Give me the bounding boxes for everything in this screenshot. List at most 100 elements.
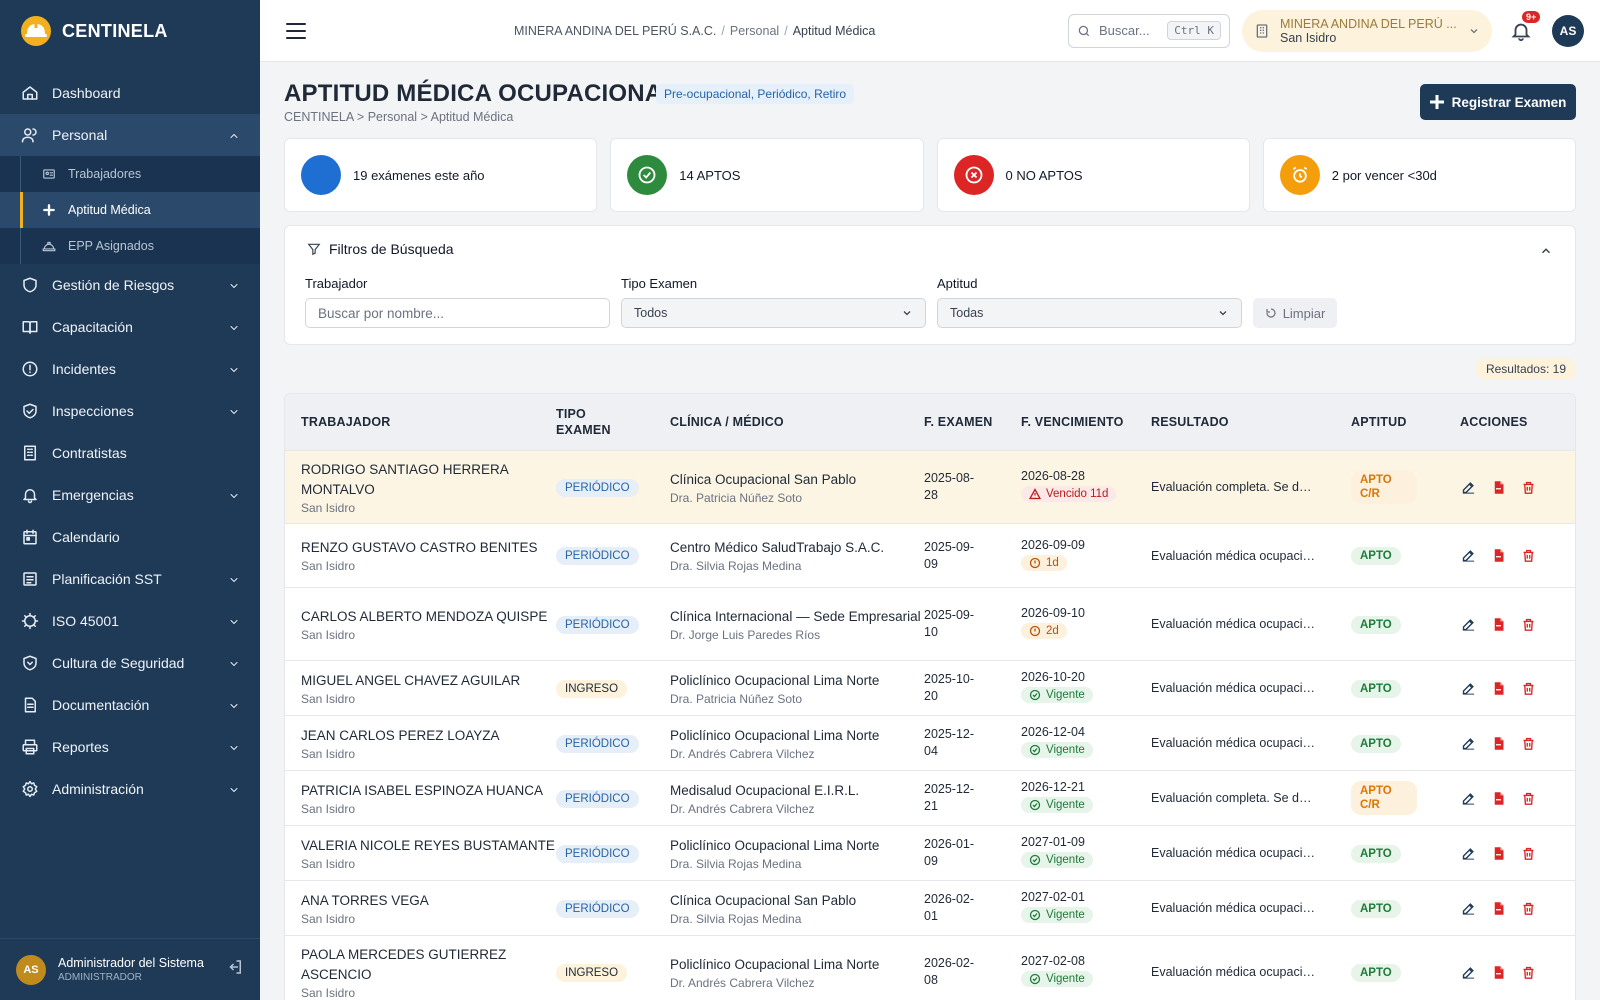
sidebar-item-incidentes[interactable]: Incidentes: [0, 348, 260, 390]
delete-icon[interactable]: [1520, 479, 1536, 495]
pdf-icon[interactable]: [1490, 680, 1506, 696]
sidebar-item-documentacion[interactable]: Documentación: [0, 684, 260, 726]
chevron-up-icon[interactable]: [1539, 244, 1553, 258]
table-row[interactable]: RODRIGO SANTIAGO HERRERA MONTALVO San Is…: [285, 450, 1575, 523]
filters-header[interactable]: Filtros de Búsqueda: [307, 241, 454, 257]
worker-search-input[interactable]: Buscar por nombre...: [305, 298, 610, 328]
stat-text: 19 exámenes este año: [353, 167, 485, 183]
pdf-icon[interactable]: [1490, 616, 1506, 632]
chevron-down-icon: [228, 489, 240, 501]
aptitude-label: Aptitud: [937, 276, 978, 291]
pdf-icon[interactable]: [1490, 479, 1506, 495]
pdf-icon[interactable]: [1490, 548, 1506, 564]
sidebar-item-gestion-de-riesgos[interactable]: Gestión de Riesgos: [0, 264, 260, 306]
aptitude-select[interactable]: Todas: [937, 298, 1242, 328]
delete-icon[interactable]: [1520, 548, 1536, 564]
doctor-name: Dra. Silvia Rojas Medina: [670, 559, 802, 573]
register-exam-button[interactable]: Registrar Examen: [1420, 84, 1576, 120]
breadcrumb-item[interactable]: MINERA ANDINA DEL PERÚ S.A.C.: [514, 23, 717, 38]
pdf-icon[interactable]: [1490, 735, 1506, 751]
brand[interactable]: CENTINELA: [0, 0, 260, 62]
breadcrumb-current: Aptitud Médica: [792, 23, 876, 38]
table-row[interactable]: CARLOS ALBERTO MENDOZA QUISPE San Isidro…: [285, 587, 1575, 660]
sidebar-subitem-epp-asignados[interactable]: EPP Asignados: [0, 228, 260, 264]
worker-name[interactable]: RODRIGO SANTIAGO HERRERA MONTALVO: [301, 461, 509, 497]
clear-filters-button[interactable]: Limpiar: [1253, 298, 1337, 328]
logout-icon[interactable]: [226, 958, 244, 981]
column-header[interactable]: TRABAJADOR: [301, 415, 391, 429]
pdf-icon[interactable]: [1490, 964, 1506, 980]
delete-icon[interactable]: [1520, 735, 1536, 751]
edit-icon[interactable]: [1460, 735, 1476, 751]
column-header[interactable]: F. EXAMEN: [924, 415, 993, 429]
worker-name[interactable]: VALERIA NICOLE REYES BUSTAMANTE: [301, 837, 555, 853]
avatar[interactable]: AS: [16, 954, 46, 985]
company-selector[interactable]: MINERA ANDINA DEL PERÚ ... San Isidro: [1242, 9, 1492, 52]
edit-icon[interactable]: [1460, 900, 1476, 916]
notifications-bell-icon[interactable]: [1510, 20, 1532, 42]
alert-circle-icon: [20, 359, 40, 379]
worker-name[interactable]: PAOLA MERCEDES GUTIERREZ ASCENCIO: [301, 946, 507, 982]
sidebar-item-iso-45001[interactable]: ISO 45001: [0, 600, 260, 642]
delete-icon[interactable]: [1520, 790, 1536, 806]
table-row[interactable]: VALERIA NICOLE REYES BUSTAMANTE San Isid…: [285, 825, 1575, 880]
column-header[interactable]: APTITUD: [1351, 415, 1407, 429]
chevron-down-icon: [228, 405, 240, 417]
sidebar-item-calendario[interactable]: Calendario: [0, 516, 260, 558]
edit-icon[interactable]: [1460, 680, 1476, 696]
worker-name[interactable]: MIGUEL ANGEL CHAVEZ AGUILAR: [301, 672, 521, 688]
sidebar-item-planificacion-sst[interactable]: Planificación SST: [0, 558, 260, 600]
breadcrumb-item[interactable]: Personal: [729, 23, 780, 38]
edit-icon[interactable]: [1460, 479, 1476, 495]
sidebar-item-personal[interactable]: Personal: [0, 114, 260, 156]
edit-icon[interactable]: [1460, 964, 1476, 980]
edit-icon[interactable]: [1460, 845, 1476, 861]
search-shortcut: Ctrl K: [1167, 21, 1221, 40]
sidebar-subitem-aptitud-medica[interactable]: Aptitud Médica: [0, 192, 260, 228]
sidebar-subitem-trabajadores[interactable]: Trabajadores: [0, 156, 260, 192]
worker-name[interactable]: PATRICIA ISABEL ESPINOZA HUANCA: [301, 782, 544, 798]
table-row[interactable]: PAOLA MERCEDES GUTIERREZ ASCENCIO San Is…: [285, 935, 1575, 1000]
column-header[interactable]: ACCIONES: [1460, 415, 1528, 429]
delete-icon[interactable]: [1520, 845, 1536, 861]
column-header[interactable]: TIPO EXAMEN: [556, 407, 611, 437]
exam-type-badge: PERIÓDICO: [556, 478, 639, 497]
sidebar-item-administracion[interactable]: Administración: [0, 768, 260, 810]
sidebar-item-capacitacion[interactable]: Capacitación: [0, 306, 260, 348]
delete-icon[interactable]: [1520, 616, 1536, 632]
worker-name[interactable]: ANA TORRES VEGA: [301, 892, 429, 908]
column-header[interactable]: CLÍNICA / MÉDICO: [670, 415, 784, 429]
delete-icon[interactable]: [1520, 964, 1536, 980]
table-row[interactable]: JEAN CARLOS PEREZ LOAYZA San Isidro PERI…: [285, 715, 1575, 770]
pdf-icon[interactable]: [1490, 900, 1506, 916]
worker-name[interactable]: RENZO GUSTAVO CASTRO BENITES: [301, 540, 538, 555]
worker-name[interactable]: JEAN CARLOS PEREZ LOAYZA: [301, 727, 500, 743]
sidebar-item-contratistas[interactable]: Contratistas: [0, 432, 260, 474]
table-row[interactable]: MIGUEL ANGEL CHAVEZ AGUILAR San Isidro I…: [285, 660, 1575, 715]
exam-type-select[interactable]: Todos: [621, 298, 926, 328]
table-row[interactable]: PATRICIA ISABEL ESPINOZA HUANCA San Isid…: [285, 770, 1575, 825]
table-row[interactable]: ANA TORRES VEGA San Isidro PERIÓDICO Clí…: [285, 880, 1575, 935]
sidebar-item-inspecciones[interactable]: Inspecciones: [0, 390, 260, 432]
sidebar-item-label: Gestión de Riesgos: [52, 277, 175, 293]
doctor-name: Dr. Jorge Luis Paredes Ríos: [670, 627, 821, 642]
menu-toggle-icon[interactable]: [286, 22, 306, 39]
column-header[interactable]: F. VENCIMIENTO: [1021, 415, 1124, 429]
pdf-icon[interactable]: [1490, 790, 1506, 806]
sidebar-item-cultura-de-seguridad[interactable]: Cultura de Seguridad: [0, 642, 260, 684]
delete-icon[interactable]: [1520, 680, 1536, 696]
edit-icon[interactable]: [1460, 790, 1476, 806]
table-row[interactable]: RENZO GUSTAVO CASTRO BENITES San Isidro …: [285, 523, 1575, 587]
pdf-icon[interactable]: [1490, 845, 1506, 861]
user-avatar[interactable]: AS: [1552, 14, 1584, 47]
column-header[interactable]: RESULTADO: [1151, 415, 1229, 429]
worker-name[interactable]: CARLOS ALBERTO MENDOZA QUISPE: [301, 608, 548, 624]
search-input[interactable]: Buscar... Ctrl K: [1068, 13, 1230, 48]
edit-icon[interactable]: [1460, 548, 1476, 564]
sidebar-item-emergencias[interactable]: Emergencias: [0, 474, 260, 516]
delete-icon[interactable]: [1520, 900, 1536, 916]
edit-icon[interactable]: [1460, 616, 1476, 632]
sidebar-item-reportes[interactable]: Reportes: [0, 726, 260, 768]
sidebar-item-dashboard[interactable]: Dashboard: [0, 72, 260, 114]
sidebar-item-label: Capacitación: [52, 319, 133, 335]
